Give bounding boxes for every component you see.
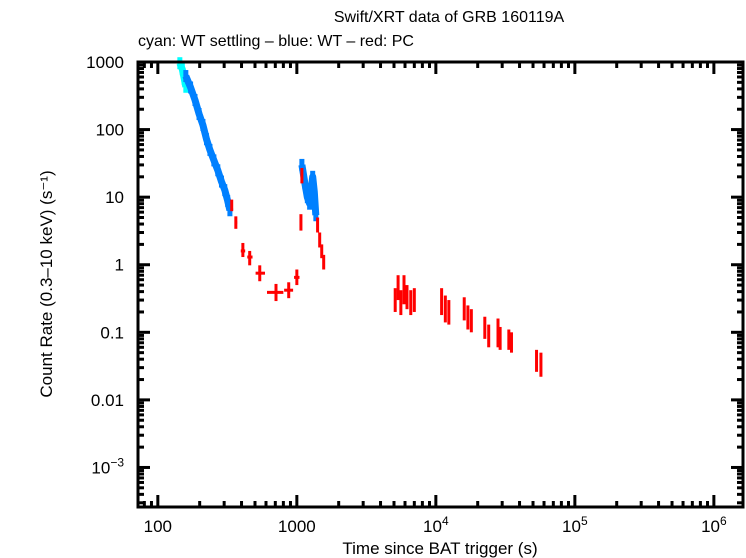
- x-tick-label: 100: [144, 517, 172, 536]
- data-point: [509, 332, 513, 353]
- data-point: [466, 305, 470, 330]
- data-point: [299, 214, 303, 231]
- data-point: [322, 254, 326, 270]
- y-tick-label: 0.01: [91, 391, 124, 410]
- data-point: [483, 316, 487, 339]
- data-point: [399, 290, 403, 316]
- data-point: [240, 242, 246, 258]
- data-point: [412, 288, 416, 312]
- data-point: [443, 295, 447, 323]
- y-tick-label: 0.1: [100, 323, 124, 342]
- data-point: [539, 352, 543, 377]
- y-axis-label: Count Rate (0.3–10 keV) (s⁻¹): [37, 170, 56, 397]
- data-point: [247, 250, 253, 266]
- x-tick-label: 105: [562, 514, 588, 536]
- data-point: [230, 199, 234, 212]
- data-point: [447, 300, 451, 325]
- x-tick-label: 1000: [278, 517, 316, 536]
- series-wt-flare: [298, 158, 320, 222]
- chart-subtitle: cyan: WT settling – blue: WT – red: PC: [138, 33, 414, 50]
- data-point: [267, 283, 284, 302]
- plot-frame: [136, 60, 745, 509]
- data-point: [255, 265, 265, 282]
- data-point: [284, 282, 294, 299]
- y-tick-label: 1000: [86, 53, 124, 72]
- data-point: [300, 168, 304, 184]
- series-wt: [182, 70, 234, 217]
- data-point: [462, 297, 466, 321]
- data-point: [396, 275, 400, 301]
- chart-title: Swift/XRT data of GRB 160119A: [334, 9, 565, 26]
- data-point: [440, 288, 444, 316]
- y-tick-label: 1: [115, 256, 124, 275]
- data-point: [535, 349, 539, 372]
- data-point: [507, 329, 511, 350]
- plot-area: [176, 57, 543, 377]
- y-tick-label: 10: [105, 188, 124, 207]
- data-point: [496, 318, 500, 348]
- y-tick-label: 100: [96, 121, 124, 140]
- data-point: [393, 288, 397, 312]
- data-point: [469, 309, 473, 333]
- x-tick-label: 104: [423, 514, 449, 536]
- data-point: [402, 275, 406, 305]
- axes: 100 1000 104 105 106 1000 100 10 1 0.1 0.01 10−3: [86, 53, 745, 536]
- data-point: [405, 285, 409, 310]
- x-axis-label: Time since BAT trigger (s): [342, 539, 537, 558]
- data-point: [318, 232, 322, 248]
- data-point: [498, 326, 502, 350]
- data-point: [234, 216, 238, 229]
- x-tick-label: 106: [701, 514, 727, 536]
- series-pc: [230, 168, 543, 377]
- data-point: [294, 269, 300, 286]
- data-point: [487, 324, 491, 348]
- data-point: [409, 290, 413, 316]
- data-point: [320, 244, 324, 259]
- y-tick-label: 10−3: [91, 455, 124, 477]
- data-point: [316, 217, 320, 233]
